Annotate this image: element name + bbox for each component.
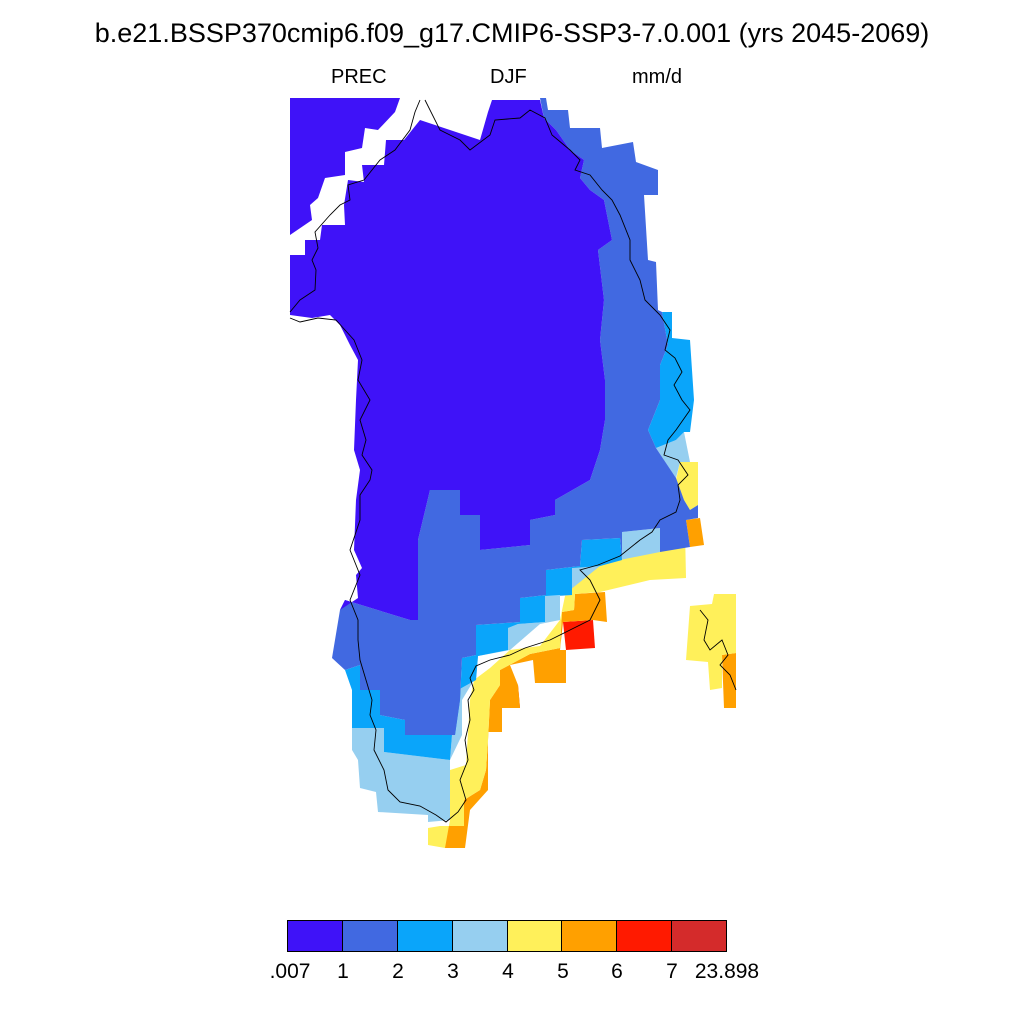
band-2-3 <box>648 312 694 448</box>
colorbar-label: 3 <box>447 960 459 983</box>
band-3-4-b <box>352 528 660 822</box>
plot-title: b.e21.BSSP370cmip6.f09_g17.CMIP6-SSP3-7.… <box>94 18 930 48</box>
band-5-6-iceland <box>722 653 736 708</box>
colorbar-swatch <box>617 921 673 951</box>
colorbar-label: 4 <box>502 960 514 983</box>
colorbar-swatch <box>562 921 618 951</box>
colorbar-swatch <box>342 921 398 951</box>
band-007-1 <box>290 100 612 620</box>
colorbar-label: 2 <box>392 960 404 983</box>
coastline <box>289 99 737 823</box>
band-1-2 <box>332 98 698 735</box>
band-4-5-iceland <box>686 594 736 690</box>
band-5-6-east <box>686 518 704 547</box>
colorbar-swatch <box>507 921 563 951</box>
season-label: DJF <box>490 66 527 88</box>
band-5-6 <box>440 592 607 848</box>
band-4-5-b <box>428 530 686 848</box>
variable-label: PREC <box>331 66 387 88</box>
colorbar-label: 23.898 <box>694 960 760 983</box>
band-3-4 <box>656 432 690 478</box>
colorbar-label: 6 <box>611 960 623 983</box>
band-4-5 <box>676 462 698 510</box>
units-label: mm/d <box>632 66 682 88</box>
band-007-1-north <box>290 98 400 235</box>
band-2-3-b <box>345 538 622 760</box>
colorbar-label: 7 <box>666 960 678 983</box>
colorbar-label: 1 <box>337 960 349 983</box>
colorbar-swatch <box>397 921 453 951</box>
colorbar <box>287 920 727 952</box>
colorbar-label: .007 <box>269 960 311 983</box>
colorbar-swatch <box>288 921 343 951</box>
colorbar-swatch <box>672 921 726 951</box>
band-6-7 <box>563 620 595 650</box>
colorbar-label: 5 <box>557 960 569 983</box>
colorbar-swatch <box>452 921 508 951</box>
